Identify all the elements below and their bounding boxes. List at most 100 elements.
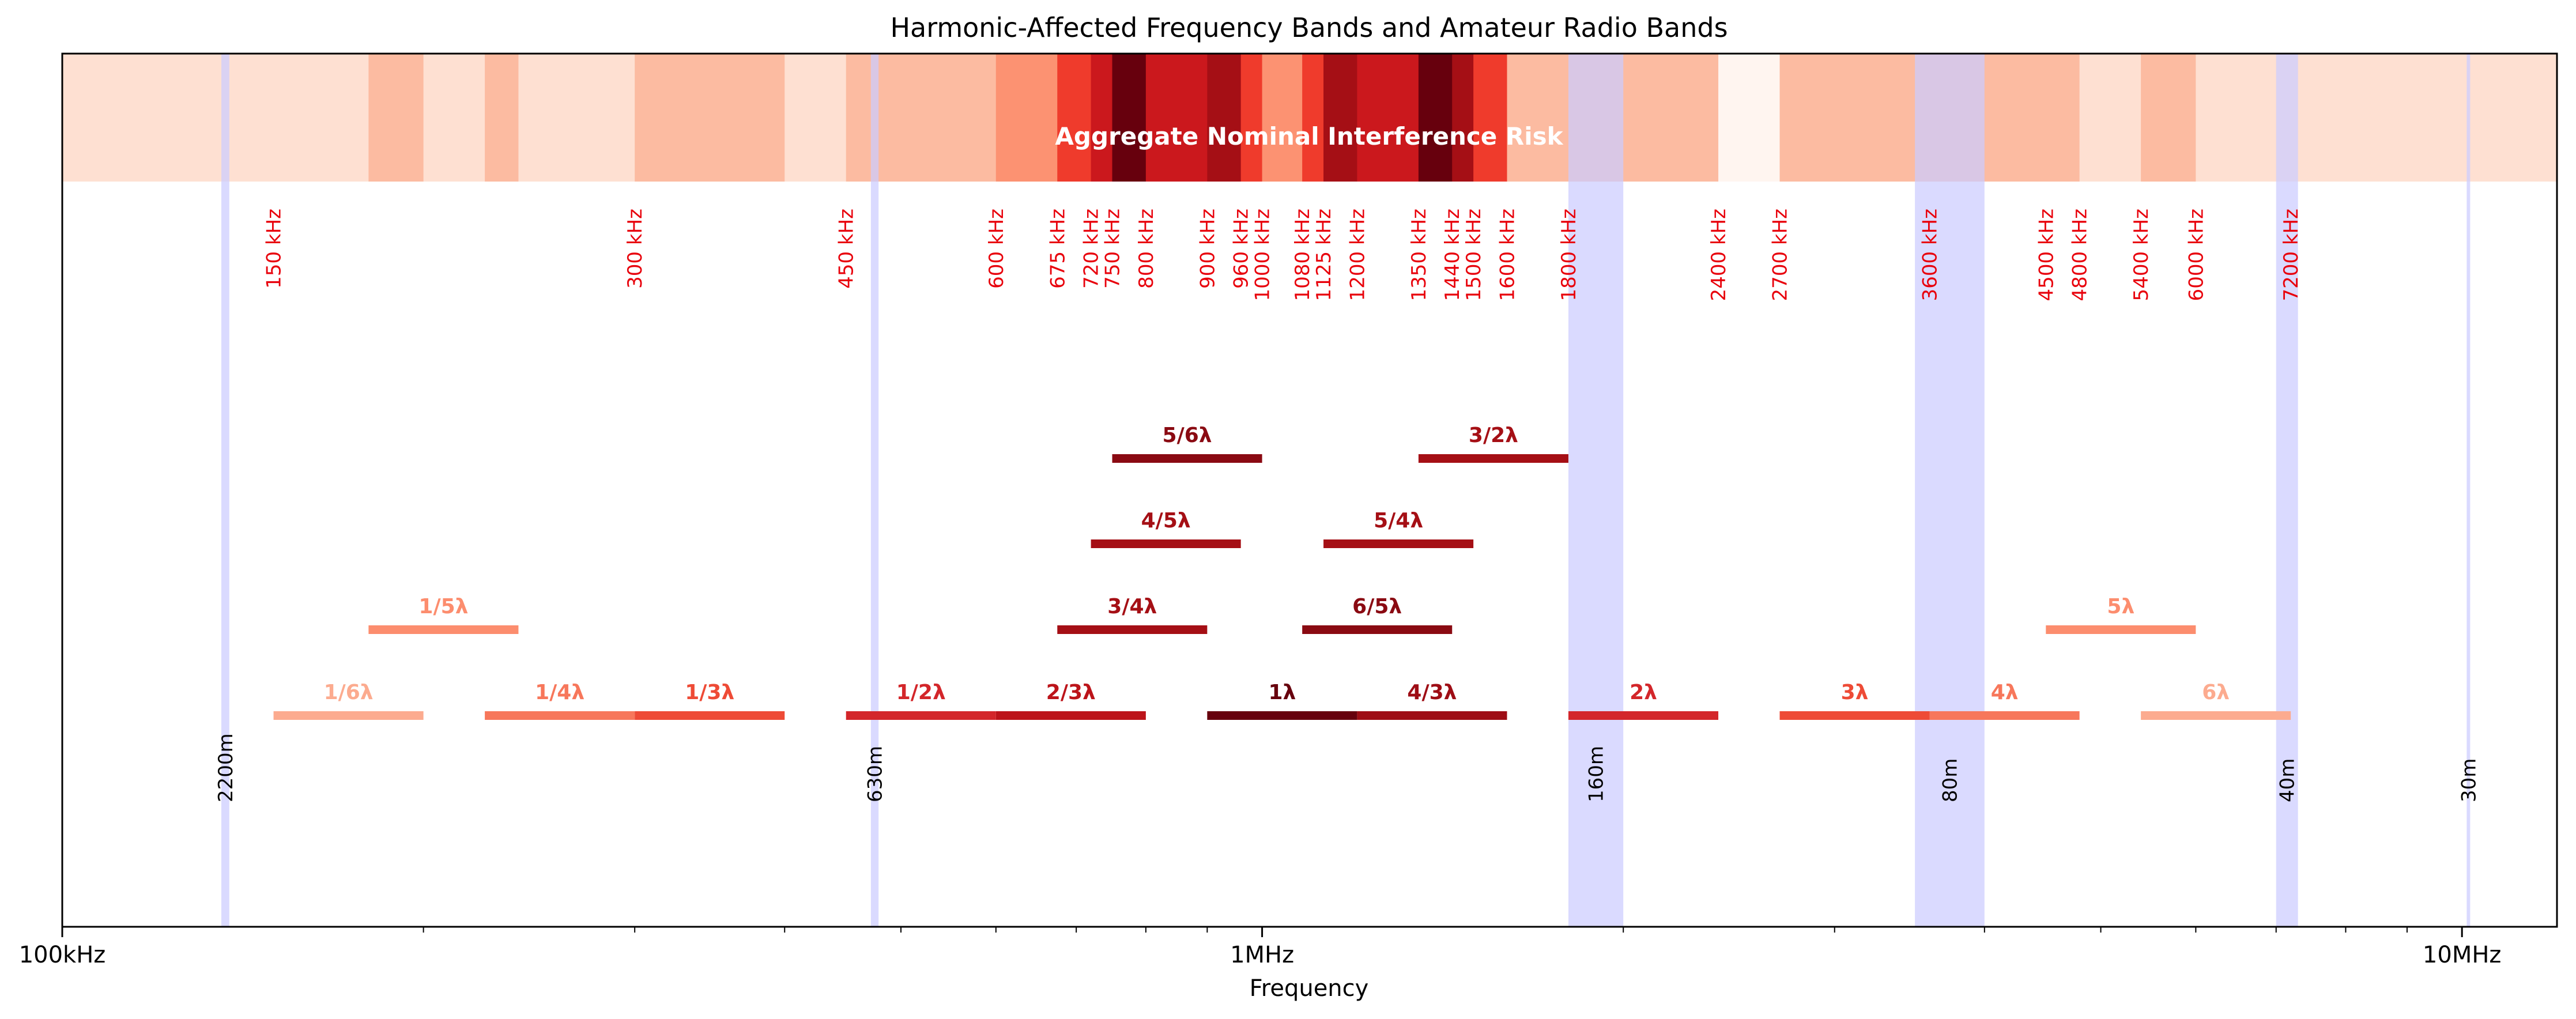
heat-cell — [1452, 54, 1474, 182]
heat-cell — [635, 54, 785, 182]
harmonic-bar — [1357, 711, 1507, 720]
harmonic-bar — [1302, 625, 1453, 634]
harmonic-label: 3/4λ — [1107, 595, 1157, 618]
boundary-label: 3600 kHz — [1919, 209, 1942, 301]
heat-cell — [1357, 54, 1419, 182]
boundary-label: 1000 kHz — [1251, 209, 1274, 301]
amateur-band-shading — [221, 54, 2471, 927]
heat-cell — [1507, 54, 1569, 182]
amateur-band-region — [2466, 54, 2471, 927]
amateur-band-region — [1568, 54, 1624, 927]
heat-cell — [1473, 54, 1507, 182]
harmonic-label: 1/5λ — [418, 595, 468, 618]
heat-cell — [273, 54, 369, 182]
harmonic-label: 6λ — [2202, 681, 2230, 704]
boundary-label: 1125 kHz — [1312, 209, 1336, 301]
heat-cell — [2196, 54, 2558, 182]
harmonic-bar — [1112, 454, 1262, 463]
harmonic-bar — [1207, 711, 1357, 720]
harmonic-label: 1/6λ — [324, 681, 374, 704]
heat-cell — [1207, 54, 1242, 182]
harmonic-label: 5/6λ — [1163, 424, 1212, 447]
harmonic-bar — [995, 711, 1146, 720]
heat-cell — [1718, 54, 1781, 182]
boundary-label: 6000 kHz — [2185, 209, 2208, 301]
harmonic-bar — [2141, 711, 2291, 720]
harmonic-bar — [485, 711, 635, 720]
harmonic-label: 5λ — [2107, 595, 2134, 618]
heat-cell — [485, 54, 519, 182]
heat-cell — [368, 54, 424, 182]
heat-cell — [2079, 54, 2141, 182]
heat-cell — [1323, 54, 1357, 182]
harmonic-label: 2/3λ — [1046, 681, 1096, 704]
boundary-label: 1440 kHz — [1441, 209, 1464, 301]
harmonic-label: 1/2λ — [896, 681, 946, 704]
harmonic-bar — [1057, 625, 1208, 634]
heat-cell — [785, 54, 847, 182]
boundary-label: 720 kHz — [1080, 209, 1103, 289]
harmonic-band-bars: 1/6λ 1/4λ 1/3λ 1/2λ 2/3λ 1λ 4/3λ 2λ 3λ 4λ 6λ 1/5λ 3/… — [273, 424, 2291, 720]
boundary-label: 960 kHz — [1230, 209, 1253, 289]
heat-strip-label: Aggregate Nominal Interference Risk — [1055, 122, 1563, 150]
boundary-label: 900 kHz — [1196, 209, 1219, 289]
heat-cell — [1091, 54, 1113, 182]
heat-cell — [1779, 54, 2046, 182]
harmonic-label: 4λ — [1991, 681, 2019, 704]
boundary-label: 2400 kHz — [1707, 209, 1730, 301]
boundary-label: 675 kHz — [1046, 209, 1069, 289]
harmonic-bar — [635, 711, 785, 720]
harmonic-label: 4/5λ — [1141, 509, 1191, 533]
boundary-label: 1350 kHz — [1408, 209, 1431, 301]
heat-cell — [1302, 54, 1324, 182]
harmonic-label: 2λ — [1630, 681, 1657, 704]
amateur-band-region — [870, 54, 879, 927]
heat-cell — [518, 54, 635, 182]
x-tick-label: 10MHz — [2423, 942, 2501, 968]
harmonic-bar — [1323, 539, 1474, 548]
boundary-label: 7200 kHz — [2280, 209, 2303, 301]
harmonic-bar — [1418, 454, 1568, 463]
harmonic-label: 4/3λ — [1407, 681, 1457, 704]
harmonic-label: 1λ — [1268, 681, 1296, 704]
harmonic-bar — [1779, 711, 1930, 720]
boundary-label: 5400 kHz — [2130, 209, 2153, 301]
harmonic-label: 1/4λ — [535, 681, 584, 704]
harmonic-bar — [273, 711, 424, 720]
amateur-band-label: 40m — [2276, 758, 2299, 802]
harmonic-label: 5/4λ — [1374, 509, 1423, 533]
boundary-label: 300 kHz — [624, 209, 647, 289]
heat-cell — [1145, 54, 1208, 182]
amateur-band-region — [1915, 54, 1985, 927]
boundary-label: 450 kHz — [835, 209, 858, 289]
heat-cell — [1112, 54, 1146, 182]
heat-cell — [62, 54, 274, 182]
boundary-label: 2700 kHz — [1769, 209, 1792, 301]
heat-cell — [995, 54, 1058, 182]
boundary-frequency-labels: 150 kHz 300 kHz 450 kHz 600 kHz 675 kHz 720 k… — [263, 209, 2303, 301]
amateur-band-label: 630m — [864, 746, 887, 802]
harmonic-label: 6/5λ — [1352, 595, 1402, 618]
harmonic-bar — [1568, 711, 1719, 720]
amateur-band-label: 30m — [2457, 758, 2480, 802]
amateur-band-region — [221, 54, 229, 927]
harmonic-bar — [2046, 625, 2196, 634]
heat-cell — [1057, 54, 1092, 182]
harmonic-label: 3λ — [1841, 681, 1869, 704]
heat-cell — [2046, 54, 2080, 182]
amateur-band-label: 2200m — [214, 733, 237, 802]
harmonic-bar — [846, 711, 996, 720]
boundary-label: 800 kHz — [1135, 209, 1158, 289]
boundary-label: 1500 kHz — [1462, 209, 1485, 301]
plot-frame — [61, 52, 2558, 928]
boundary-label: 4800 kHz — [2069, 209, 2092, 301]
boundary-label: 750 kHz — [1102, 209, 1125, 289]
heat-cell — [1240, 54, 1263, 182]
harmonic-label: 3/2λ — [1469, 424, 1518, 447]
x-tick-label: 100kHz — [19, 942, 106, 968]
x-axis-ticks: 100kHz 1MHz 10MHz — [19, 927, 2501, 968]
x-axis-label: Frequency — [1250, 975, 1369, 1002]
amateur-band-label: 160m — [1585, 746, 1608, 802]
harmonic-bar — [368, 625, 519, 634]
